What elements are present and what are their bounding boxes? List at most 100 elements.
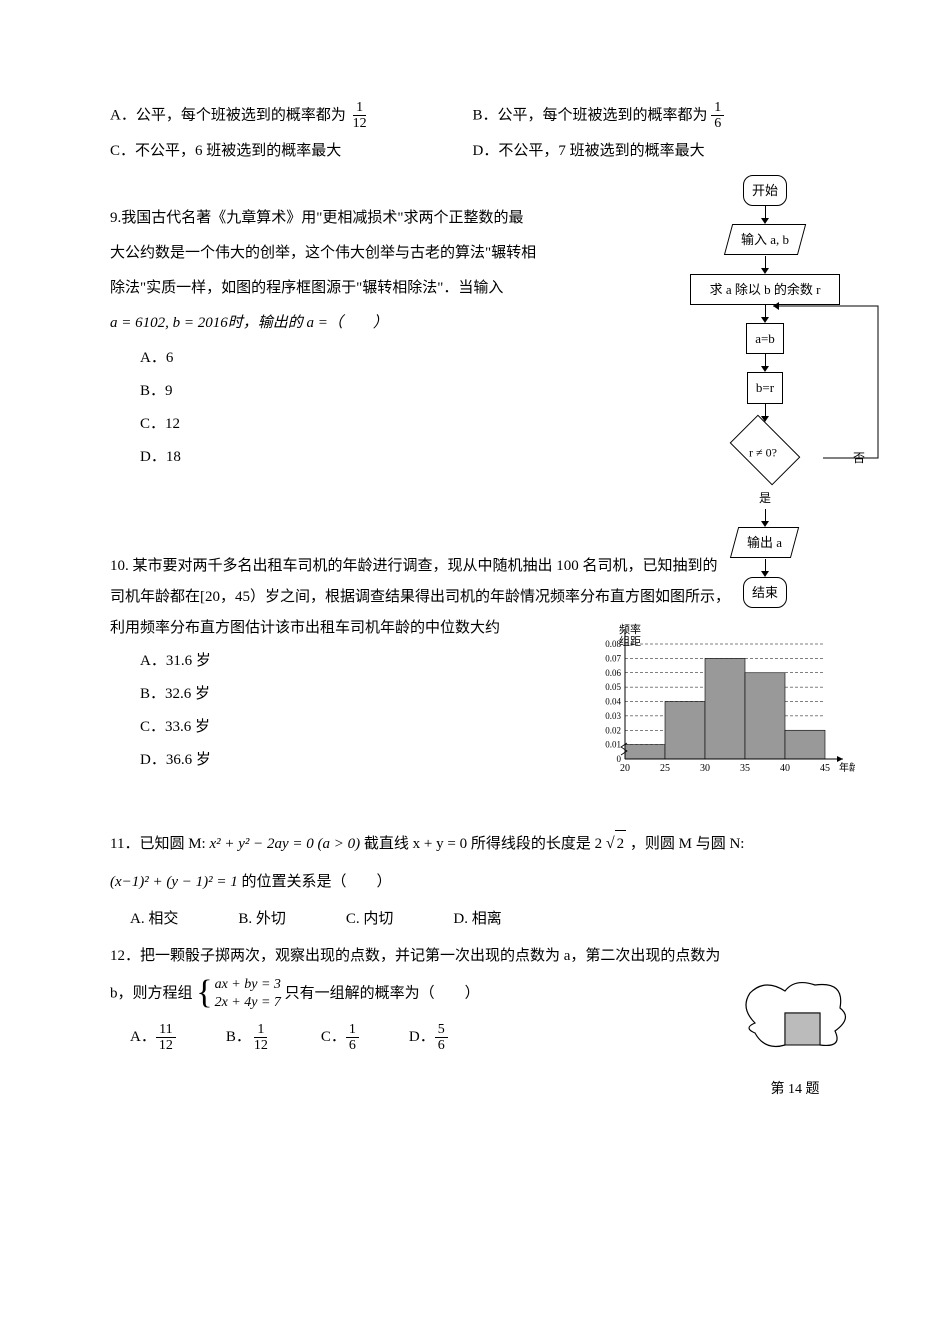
q12-optA: A． 1112: [130, 1022, 176, 1054]
fc-output-text: 输出 a: [747, 531, 782, 554]
sys-eq2: 2x + 4y = 7: [215, 994, 281, 1012]
q12-optB: B． 112: [226, 1022, 271, 1054]
fc-connector: [765, 404, 766, 416]
figure-14-svg: [735, 973, 855, 1063]
q8-optB-frac: 1 6: [711, 100, 724, 132]
q9-line2: 大公约数是一个伟大的创举，这个伟大创举与古老的算法"辗转相: [110, 240, 560, 267]
frac-num: 5: [435, 1022, 448, 1038]
frac-den: 12: [350, 116, 370, 131]
q11-optC: C. 内切: [346, 906, 394, 933]
q12-optC: C． 16: [321, 1022, 359, 1054]
fc-connector: [765, 256, 766, 268]
svg-text:0.02: 0.02: [605, 725, 621, 735]
fc-connector: [765, 305, 766, 317]
figure-14: 第 14 题: [725, 973, 865, 1102]
svg-text:45: 45: [820, 763, 830, 774]
fc-assign1: a=b: [746, 323, 784, 354]
svg-text:组距: 组距: [619, 634, 641, 648]
fc-cond: r ≠ 0?: [723, 442, 803, 464]
q11-options: A. 相交 B. 外切 C. 内切 D. 相离: [130, 906, 835, 933]
q9-line4: a = 6102, b = 2016时，输出的 a =（ ）: [110, 310, 560, 337]
fc-calc: 求 a 除以 b 的余数 r: [690, 274, 840, 305]
q9-optC: C．12: [140, 411, 560, 438]
optC-frac: 16: [346, 1022, 359, 1054]
q11-mid: 截直线 x + y = 0 所得线段的长度是 2: [364, 836, 602, 852]
q11-optB: B. 外切: [238, 906, 286, 933]
sqrt-val: 2: [615, 830, 627, 858]
fc-decision: r ≠ 0?: [730, 414, 801, 485]
frac-den: 12: [251, 1038, 271, 1053]
frac-den: 6: [346, 1038, 359, 1053]
q9-line1: 9.我国古代名著《九章算术》用"更相减损术"求两个正整数的最: [110, 205, 560, 232]
svg-text:20: 20: [620, 763, 630, 774]
optB-frac: 112: [251, 1022, 271, 1054]
fc-connector: [765, 206, 766, 218]
fc-connector: [765, 509, 766, 521]
q11-optD: D. 相离: [453, 906, 501, 933]
q9-section: 9.我国古代名著《九章算术》用"更相减损术"求两个正整数的最 大公约数是一个伟大…: [110, 205, 835, 545]
q8-optC: C．不公平，6 班被选到的概率最大: [110, 138, 473, 165]
q8-optD: D．不公平，7 班被选到的概率最大: [473, 138, 836, 165]
equation-system: { ax + by = 3 2x + 4y = 7: [196, 976, 281, 1012]
frac-num: 11: [156, 1022, 175, 1038]
frac-num: 1: [254, 1022, 267, 1038]
q11-eq2: (x−1)² + (y − 1)² = 1: [110, 874, 238, 890]
q11-post: ，则圆 M 与圆 N:: [630, 836, 745, 852]
svg-text:35: 35: [740, 763, 750, 774]
fc-input: 输入 a, b: [724, 224, 806, 255]
svg-text:30: 30: [700, 763, 710, 774]
optB-label: B．: [226, 1024, 251, 1051]
q12-line1: 12．把一颗骰子掷两次，观察出现的点数，并记第一次出现的点数为 a，第二次出现的…: [110, 943, 835, 970]
q8-optA-text: A．公平，每个班被选到的概率都为: [110, 107, 346, 123]
optD-frac: 56: [435, 1022, 448, 1054]
q12-post: 只有一组解的概率为（ ）: [285, 985, 480, 1001]
svg-text:0.04: 0.04: [605, 696, 621, 706]
svg-text:0.07: 0.07: [605, 653, 621, 663]
q9-eq: a = 6102, b = 2016时，输出的 a =（ ）: [110, 315, 388, 331]
brace-icon: {: [196, 978, 212, 1009]
svg-text:年龄/岁: 年龄/岁: [839, 761, 855, 774]
q8-row2: C．不公平，6 班被选到的概率最大 D．不公平，7 班被选到的概率最大: [110, 138, 835, 165]
fc-decision-wrap: r ≠ 0? 否: [655, 430, 875, 488]
sqrt-icon: √2: [606, 830, 626, 859]
frac-den: 12: [156, 1038, 176, 1053]
q9-optD: D．18: [140, 444, 560, 471]
svg-text:0.01: 0.01: [605, 739, 621, 749]
q10-line1: 10. 某市要对两千多名出租车司机的年龄进行调查，现从中随机抽出 100 名司机…: [110, 553, 835, 580]
sys-eq1: ax + by = 3: [215, 976, 281, 994]
q8-optA-frac: 1 12: [350, 100, 370, 132]
fc-input-text: 输入 a, b: [741, 228, 789, 251]
q9-options: A．6 B．9 C．12 D．18: [140, 345, 560, 471]
q10-line2: 司机年龄都在[20，45）岁之间，根据调查结果得出司机的年龄情况频率分布直方图如…: [110, 584, 835, 611]
q8-optB: B．公平，每个班被选到的概率都为 1 6: [473, 100, 836, 132]
q8-row1: A．公平，每个班被选到的概率都为 1 12 B．公平，每个班被选到的概率都为 1…: [110, 100, 835, 132]
optA-label: A．: [130, 1024, 156, 1051]
q10-section: 10. 某市要对两千多名出租车司机的年龄进行调查，现从中随机抽出 100 名司机…: [110, 553, 835, 774]
svg-text:0.06: 0.06: [605, 668, 621, 678]
q12-optD: D． 56: [409, 1022, 448, 1054]
svg-text:0.08: 0.08: [605, 639, 621, 649]
optC-label: C．: [321, 1024, 346, 1051]
q8-optA: A．公平，每个班被选到的概率都为 1 12: [110, 100, 473, 132]
q12-pre: b，则方程组: [110, 985, 193, 1001]
flowchart-diagram: 开始 输入 a, b 求 a 除以 b 的余数 r a=b b=r r ≠ 0?…: [655, 175, 875, 608]
optA-frac: 1112: [156, 1022, 176, 1054]
frac-den: 6: [711, 116, 724, 131]
fig14-label: 第 14 题: [725, 1077, 865, 1102]
svg-text:0.05: 0.05: [605, 682, 621, 692]
q12-section: 12．把一颗骰子掷两次，观察出现的点数，并记第一次出现的点数为 a，第二次出现的…: [110, 943, 835, 1054]
q11-eq1: x² + y² − 2ay = 0 (a > 0): [209, 836, 360, 852]
q11-line2: (x−1)² + (y − 1)² = 1 的位置关系是（ ）: [110, 869, 835, 896]
q11-pre: 11．已知圆 M:: [110, 836, 206, 852]
fc-connector: [765, 354, 766, 366]
q8-optB-text: B．公平，每个班被选到的概率都为: [473, 107, 708, 123]
q11-post2: 的位置关系是（ ）: [242, 874, 392, 890]
frac-num: 1: [353, 100, 366, 116]
svg-text:40: 40: [780, 763, 790, 774]
q9-text: 9.我国古代名著《九章算术》用"更相减损术"求两个正整数的最 大公约数是一个伟大…: [110, 205, 560, 471]
q11-optA: A. 相交: [130, 906, 178, 933]
frac-num: 1: [711, 100, 724, 116]
sys-equations: ax + by = 3 2x + 4y = 7: [215, 976, 281, 1012]
svg-text:频率: 频率: [619, 622, 641, 636]
q9-optB: B．9: [140, 378, 560, 405]
